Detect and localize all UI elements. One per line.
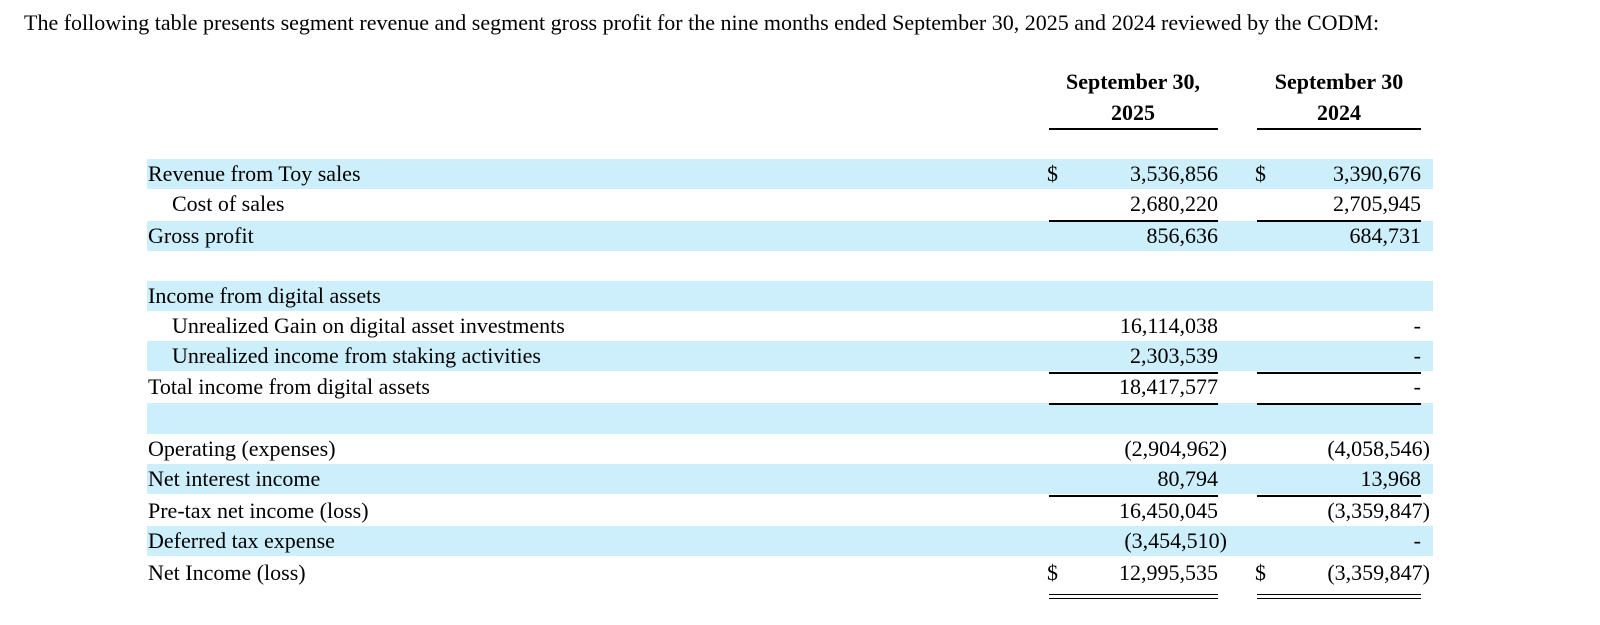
cell-value: 18,417,577 [1119, 374, 1218, 399]
cell-rule [1257, 495, 1421, 497]
cell-rule [1257, 598, 1421, 599]
column-header: 2024 [1317, 100, 1361, 125]
row-shading [147, 281, 1433, 311]
cell-value: (3,454,510) [1124, 528, 1227, 553]
row-label: Net interest income [148, 466, 321, 491]
cell-value: - [1413, 343, 1421, 368]
currency-sign: $ [1047, 560, 1058, 585]
row-label: Deferred tax expense [148, 528, 335, 553]
cell-rule [1257, 403, 1421, 405]
row-shading [147, 403, 1433, 434]
row-label: Cost of sales [172, 191, 285, 216]
row-label: Income from digital assets [148, 283, 381, 308]
cell-value: 2,705,945 [1333, 191, 1421, 216]
row-shading [147, 526, 1433, 556]
row-label: Gross profit [148, 223, 254, 248]
column-header: September 30 [1274, 69, 1404, 94]
currency-sign: $ [1047, 161, 1058, 186]
row-label: Operating (expenses) [148, 436, 336, 461]
cell-rule [1049, 598, 1218, 599]
cell-value: 12,995,535 [1119, 560, 1218, 585]
cell-value: (3,359,847) [1327, 560, 1430, 585]
row-label: Net Income (loss) [148, 560, 306, 585]
cell-value: - [1413, 374, 1421, 399]
cell-value: - [1413, 313, 1421, 338]
cell-value: 2,680,220 [1130, 191, 1218, 216]
cell-value: 684,731 [1349, 223, 1422, 248]
cell-rule [1257, 220, 1421, 222]
cell-value: 16,450,045 [1119, 498, 1218, 523]
row-shading [147, 159, 1433, 189]
row-shading [147, 464, 1433, 494]
column-header: 2025 [1111, 100, 1155, 125]
currency-sign: $ [1255, 161, 1266, 186]
cell-value: - [1413, 528, 1421, 553]
cell-value: 13,968 [1360, 466, 1422, 491]
cell-value: (2,904,962) [1124, 436, 1227, 461]
cell-value: (3,359,847) [1327, 498, 1430, 523]
cell-value: 3,390,676 [1333, 161, 1421, 186]
row-shading [147, 221, 1433, 251]
cell-rule [1049, 403, 1218, 405]
cell-rule [1257, 372, 1421, 374]
cell-value: 16,114,038 [1119, 313, 1218, 338]
cell-rule [1049, 495, 1218, 497]
cell-value: (4,058,546) [1327, 436, 1430, 461]
row-label: Pre-tax net income (loss) [148, 498, 369, 523]
cell-rule [1049, 220, 1218, 222]
row-label: Total income from digital assets [148, 374, 430, 399]
cell-rule [1049, 372, 1218, 374]
row-label: Revenue from Toy sales [148, 161, 361, 186]
header-underline [1257, 128, 1421, 130]
currency-sign: $ [1255, 560, 1266, 585]
cell-value: 856,636 [1146, 223, 1219, 248]
cell-value: 2,303,539 [1130, 343, 1218, 368]
row-shading [147, 341, 1433, 371]
intro-text: The following table presents segment rev… [24, 10, 1380, 35]
header-underline [1049, 128, 1218, 130]
row-label: Unrealized Gain on digital asset investm… [172, 313, 565, 338]
cell-value: 3,536,856 [1130, 161, 1218, 186]
cell-rule [1257, 594, 1421, 595]
column-header: September 30, [1065, 69, 1201, 94]
cell-value: 80,794 [1157, 466, 1219, 491]
cell-rule [1049, 594, 1218, 595]
row-label: Unrealized income from staking activitie… [172, 343, 541, 368]
